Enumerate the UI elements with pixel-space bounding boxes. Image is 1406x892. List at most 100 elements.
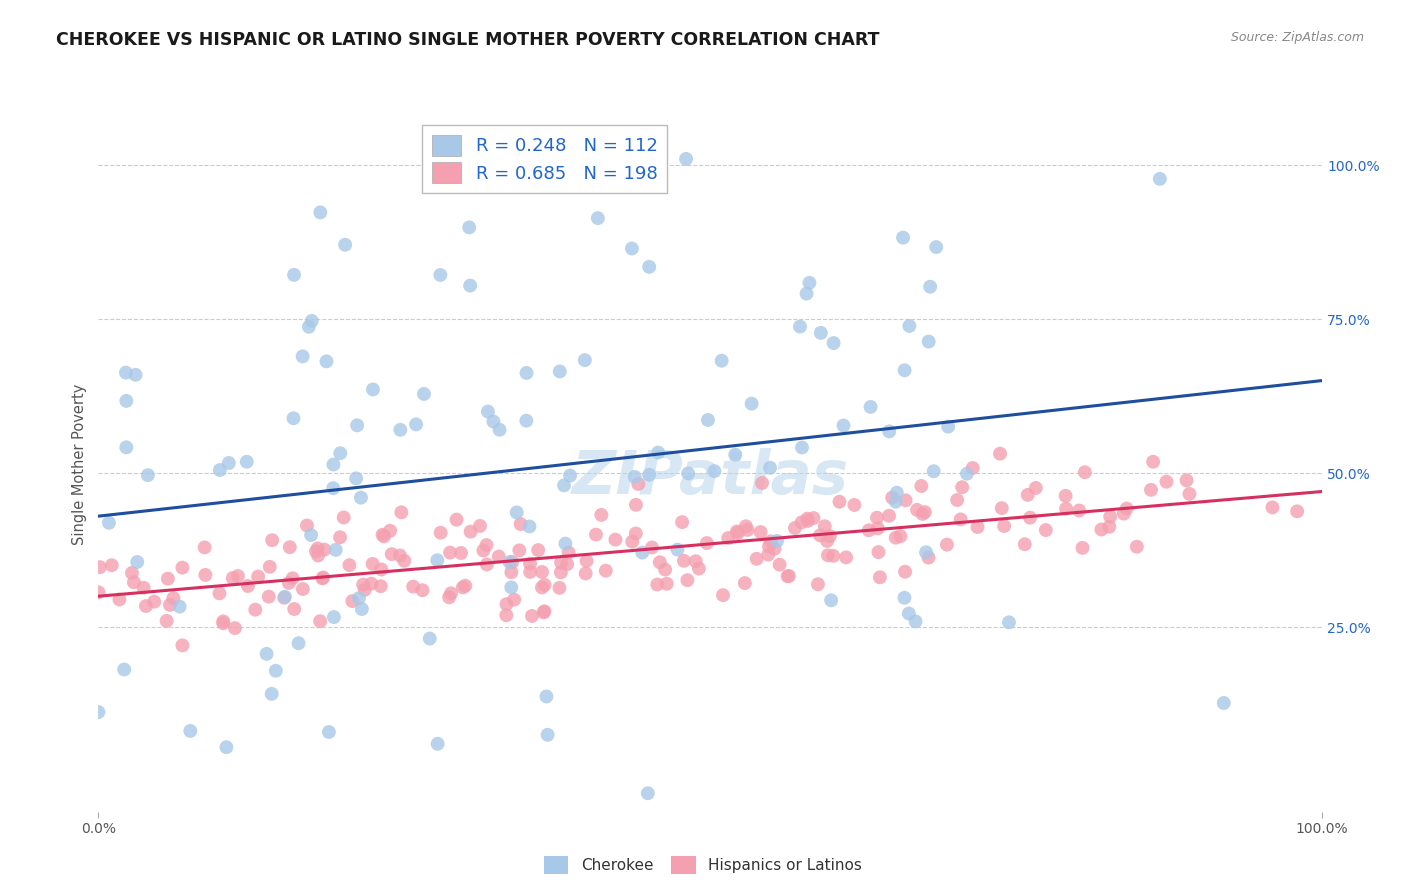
Point (869, 570, 891, 584)
Point (352, 577, 374, 591)
Point (1286, 504, 1309, 518)
Point (763, 541, 786, 556)
Point (758, 540, 780, 554)
Point (495, 597, 517, 611)
Point (156, 614, 179, 628)
Point (624, 498, 647, 512)
Point (536, 728, 558, 742)
Point (550, 556, 572, 570)
Point (647, 445, 669, 459)
Point (194, 541, 217, 555)
Point (536, 690, 558, 704)
Point (936, 419, 959, 434)
Point (790, 516, 813, 530)
Point (291, 582, 314, 596)
Point (776, 569, 799, 583)
Point (898, 318, 921, 333)
Point (783, 521, 806, 535)
Point (361, 383, 384, 397)
Point (450, 546, 472, 560)
Point (697, 413, 720, 427)
Point (135, 599, 157, 613)
Point (222, 571, 245, 585)
Point (312, 570, 335, 584)
Point (370, 562, 392, 576)
Point (768, 558, 790, 572)
Point (1098, 520, 1121, 534)
Point (844, 498, 866, 512)
Point (1019, 510, 1042, 524)
Text: CHEROKEE VS HISPANIC OR LATINO SINGLE MOTHER POVERTY CORRELATION CHART: CHEROKEE VS HISPANIC OR LATINO SINGLE MO… (56, 31, 880, 49)
Point (122, 575, 145, 590)
Point (637, 786, 659, 800)
Point (283, 268, 305, 282)
Point (309, 205, 332, 219)
Point (295, 518, 318, 533)
Point (835, 550, 858, 565)
Point (329, 530, 352, 544)
Point (685, 554, 707, 568)
Point (381, 547, 404, 561)
Point (1175, 473, 1198, 487)
Point (894, 493, 917, 508)
Point (298, 319, 321, 334)
Point (638, 467, 661, 482)
Point (990, 501, 1012, 516)
Point (531, 565, 554, 579)
Point (1071, 541, 1094, 555)
Point (818, 529, 841, 543)
Point (256, 647, 278, 661)
Point (724, 448, 747, 462)
Point (893, 363, 915, 377)
Point (307, 549, 329, 563)
Point (803, 511, 825, 525)
Point (778, 569, 800, 583)
Point (554, 536, 576, 550)
Point (350, 602, 373, 616)
Point (1115, 501, 1137, 516)
Point (741, 397, 763, 411)
Point (143, 595, 166, 609)
Point (548, 364, 571, 378)
Point (388, 549, 411, 563)
Point (645, 577, 668, 591)
Point (920, 279, 942, 293)
Point (509, 517, 531, 532)
Point (325, 542, 347, 557)
Point (389, 505, 412, 519)
Point (808, 528, 831, 542)
Point (419, 632, 441, 646)
Point (1099, 509, 1122, 524)
Point (413, 387, 436, 401)
Point (828, 494, 851, 508)
Point (501, 566, 523, 580)
Point (988, 447, 1011, 461)
Point (904, 615, 927, 629)
Point (115, 440, 138, 454)
Point (1017, 488, 1039, 502)
Point (557, 545, 579, 559)
Point (998, 615, 1021, 630)
Point (87, 705, 110, 719)
Point (832, 418, 855, 433)
Point (274, 590, 297, 604)
Point (121, 566, 143, 580)
Point (623, 470, 645, 484)
Point (475, 538, 498, 552)
Point (527, 543, 550, 558)
Point (260, 687, 283, 701)
Point (287, 636, 309, 650)
Point (533, 604, 555, 618)
Point (966, 520, 988, 534)
Point (749, 524, 772, 539)
Point (946, 493, 969, 508)
Point (278, 540, 301, 554)
Point (1126, 540, 1149, 554)
Point (1178, 487, 1201, 501)
Point (910, 479, 932, 493)
Point (361, 557, 384, 571)
Point (172, 639, 194, 653)
Point (259, 559, 281, 574)
Point (1054, 501, 1077, 516)
Point (624, 526, 647, 541)
